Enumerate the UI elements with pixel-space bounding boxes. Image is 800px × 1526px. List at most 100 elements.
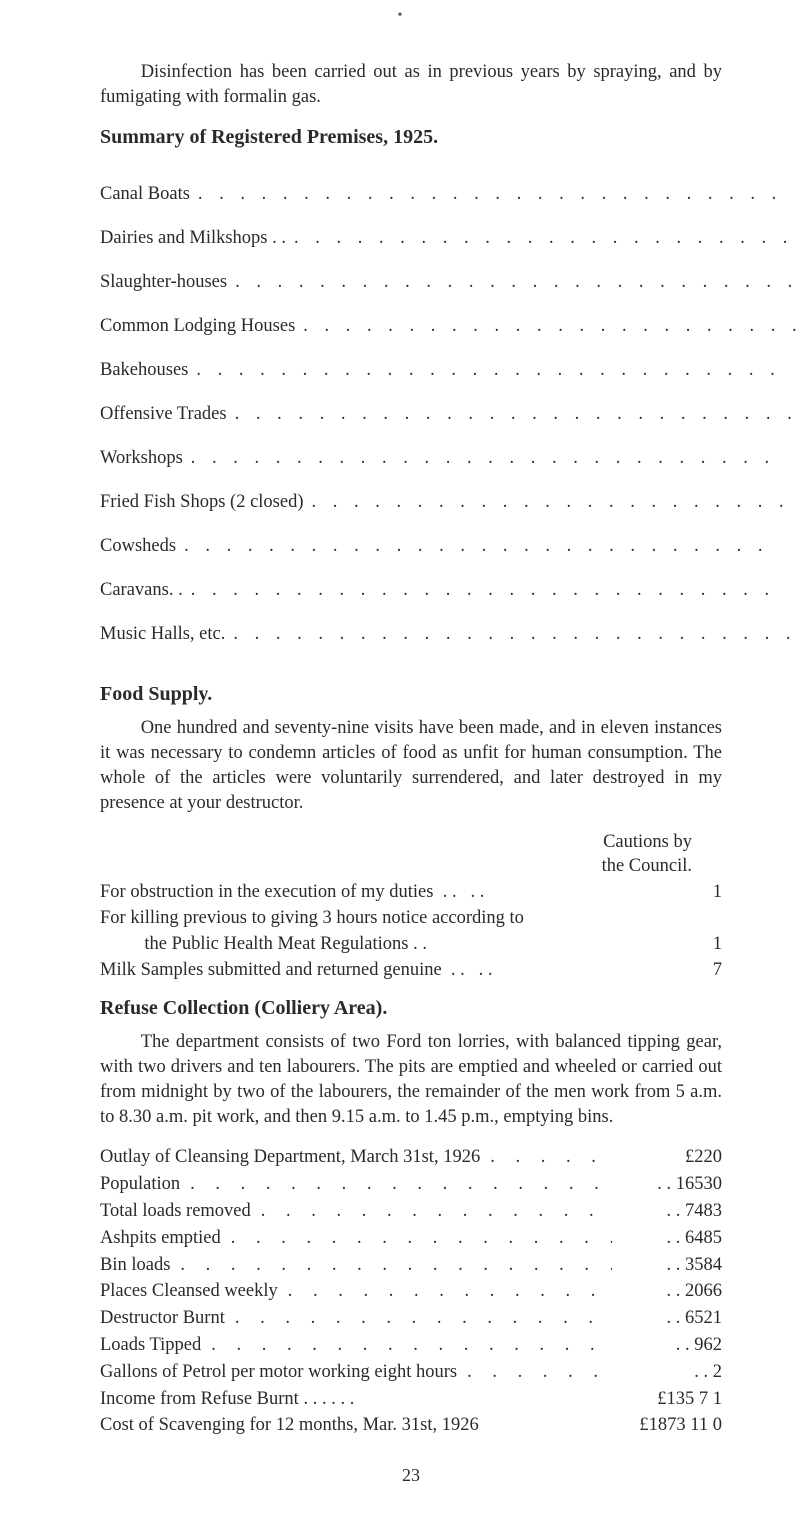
leader-dots: . . . . . . . . . . . . . . . . . . . . …	[188, 360, 800, 381]
table-row: Music Halls, etc.. . . . . . . . . . . .…	[100, 623, 800, 667]
clean-value: . . 7483	[612, 1198, 722, 1225]
summary-heading: Summary of Registered Premises, 1925.	[100, 126, 722, 149]
leader-dots: . . . . . . . . . . . . . . . . . . . . …	[251, 1198, 612, 1225]
premises-header-row: Inspections. Notices.	[100, 159, 800, 183]
clean-label: Bin loads	[100, 1252, 170, 1279]
leader-dots: . . . . . . . . . . . . . . . . . . . . …	[225, 624, 800, 645]
table-row: Dairies and Milkshops . .. . . . . . . .…	[100, 227, 800, 271]
list-item: Gallons of Petrol per motor working eigh…	[100, 1359, 722, 1386]
cautions-count: 7	[662, 958, 722, 984]
clean-value: . . 962	[612, 1332, 722, 1359]
table-row: Bakehouses. . . . . . . . . . . . . . . …	[100, 359, 800, 403]
list-item: Income from Refuse Burnt . . . . . . £135…	[100, 1386, 722, 1413]
leader-dots: . . . . . . . . . . . . . . . . . . . . …	[201, 1332, 612, 1359]
premises-label: Slaughter-houses	[100, 272, 227, 293]
leader-dots	[354, 1386, 612, 1413]
table-row: Canal Boats. . . . . . . . . . . . . . .…	[100, 183, 800, 227]
clean-label: Ashpits emptied	[100, 1225, 221, 1252]
refuse-paragraph: The department consists of two Ford ton …	[100, 1030, 722, 1130]
table-row: Caravans. .. . . . . . . . . . . . . . .…	[100, 579, 800, 623]
clean-value: £1873 11 0	[612, 1412, 722, 1439]
page-number: 23	[100, 1465, 722, 1486]
clean-label: Population	[100, 1171, 180, 1198]
table-row: Slaughter-houses. . . . . . . . . . . . …	[100, 271, 800, 315]
clean-label: Income from Refuse Burnt . . . . . .	[100, 1386, 354, 1413]
cautions-text: Milk Samples submitted and returned genu…	[100, 958, 662, 984]
top-centered-dot: •	[398, 8, 403, 24]
page: • Disinfection has been carried out as i…	[0, 0, 800, 1526]
premises-label: Canal Boats	[100, 184, 190, 205]
leader-dots: . . . . . . . . . . . . . . . . . . . . …	[286, 228, 800, 249]
leader-dots: . . . . . . . . . . . . . . . . . . . . …	[183, 580, 800, 601]
premises-label: Music Halls, etc.	[100, 624, 225, 645]
leader-dots: . . . . . . . . . . . . . . . . . . . . …	[190, 184, 800, 205]
list-item: Cost of Scavenging for 12 months, Mar. 3…	[100, 1412, 722, 1439]
clean-value: . . 3584	[612, 1252, 722, 1279]
premises-label: Caravans. .	[100, 580, 183, 601]
clean-label: Gallons of Petrol per motor working eigh…	[100, 1359, 457, 1386]
cautions-text: the Public Health Meat Regulations . .	[100, 932, 662, 958]
clean-value: £220	[612, 1144, 722, 1171]
clean-label: Cost of Scavenging for 12 months, Mar. 3…	[100, 1412, 479, 1439]
leader-dots: . . . . . . . . . . . . . . . . . . . . …	[225, 1305, 612, 1332]
clean-label: Outlay of Cleansing Department, March 31…	[100, 1144, 480, 1171]
premises-label: Bakehouses	[100, 360, 188, 381]
clean-label: Loads Tipped	[100, 1332, 201, 1359]
list-item: Places Cleansed weekly. . . . . . . . . …	[100, 1278, 722, 1305]
table-row: Common Lodging Houses. . . . . . . . . .…	[100, 315, 800, 359]
leader-dots: . . . . . . . . . . . . . . . . . . . . …	[180, 1171, 612, 1198]
premises-label: Dairies and Milkshops . .	[100, 228, 286, 249]
list-item: Population. . . . . . . . . . . . . . . …	[100, 1171, 722, 1198]
list-item: Total loads removed. . . . . . . . . . .…	[100, 1198, 722, 1225]
clean-label: Destructor Burnt	[100, 1305, 225, 1332]
leader-dots: . . . . . . . . . . . . . . . . . . . . …	[227, 404, 800, 425]
premises-label: Workshops	[100, 448, 183, 469]
list-item: Bin loads. . . . . . . . . . . . . . . .…	[100, 1252, 722, 1279]
cautions-list: For obstruction in the execution of my d…	[100, 880, 722, 984]
clean-label: Places Cleansed weekly	[100, 1278, 278, 1305]
premises-label: Fried Fish Shops (2 closed)	[100, 492, 304, 513]
cautions-row: For killing previous to giving 3 hours n…	[100, 906, 722, 932]
leader-dots: . . . . . . . . . . . . . . . . . . . . …	[480, 1144, 612, 1171]
list-item: Outlay of Cleansing Department, March 31…	[100, 1144, 722, 1171]
premises-label: Cowsheds	[100, 536, 176, 557]
cautions-by-label: Cautions by the Council.	[100, 830, 692, 878]
clean-value: . . 16530	[612, 1171, 722, 1198]
premises-label: Common Lodging Houses	[100, 316, 295, 337]
refuse-heading: Refuse Collection (Colliery Area).	[100, 997, 722, 1020]
leader-dots: . . . . . . . . . . . . . . . . . . . . …	[227, 272, 800, 293]
list-item: Destructor Burnt. . . . . . . . . . . . …	[100, 1305, 722, 1332]
leader-dots: . . . . . . . . . . . . . . . . . . . . …	[278, 1278, 612, 1305]
list-item: Ashpits emptied. . . . . . . . . . . . .…	[100, 1225, 722, 1252]
food-supply-paragraph: One hundred and seventy-nine visits have…	[100, 716, 722, 816]
intro-paragraph: Disinfection has been carried out as in …	[100, 60, 722, 110]
table-row: Cowsheds. . . . . . . . . . . . . . . . …	[100, 535, 800, 579]
cautions-count: 1	[662, 932, 722, 958]
cautions-text: For obstruction in the execution of my d…	[100, 880, 662, 906]
cautions-text: For killing previous to giving 3 hours n…	[100, 906, 662, 932]
leader-dots: . . . . . . . . . . . . . . . . . . . . …	[304, 492, 800, 513]
cautions-count: 1	[662, 880, 722, 906]
leader-dots: . . . . . . . . . . . . . . . . . . . . …	[170, 1252, 612, 1279]
leader-dots: . . . . . . . . . . . . . . . . . . . . …	[221, 1225, 612, 1252]
clean-label: Total loads removed	[100, 1198, 251, 1225]
cleansing-figures: Outlay of Cleansing Department, March 31…	[100, 1144, 722, 1439]
cautions-row: Milk Samples submitted and returned genu…	[100, 958, 722, 984]
clean-value: . . 2	[612, 1359, 722, 1386]
table-row: Workshops. . . . . . . . . . . . . . . .…	[100, 447, 800, 491]
cautions-row: For obstruction in the execution of my d…	[100, 880, 722, 906]
food-supply-heading: Food Supply.	[100, 683, 722, 706]
premises-table: Inspections. Notices. Canal Boats. . . .…	[100, 159, 800, 667]
premises-label: Offensive Trades	[100, 404, 227, 425]
leader-dots	[479, 1412, 612, 1439]
leader-dots: . . . . . . . . . . . . . . . . . . . . …	[183, 448, 800, 469]
clean-value: . . 2066	[612, 1278, 722, 1305]
clean-value: £135 7 1	[612, 1386, 722, 1413]
clean-value: . . 6485	[612, 1225, 722, 1252]
leader-dots: . . . . . . . . . . . . . . . . . . . . …	[457, 1359, 612, 1386]
leader-dots: . . . . . . . . . . . . . . . . . . . . …	[176, 536, 800, 557]
list-item: Loads Tipped. . . . . . . . . . . . . . …	[100, 1332, 722, 1359]
table-row: Fried Fish Shops (2 closed). . . . . . .…	[100, 491, 800, 535]
leader-dots: . . . . . . . . . . . . . . . . . . . . …	[295, 316, 800, 337]
cautions-row: the Public Health Meat Regulations . .1	[100, 932, 722, 958]
